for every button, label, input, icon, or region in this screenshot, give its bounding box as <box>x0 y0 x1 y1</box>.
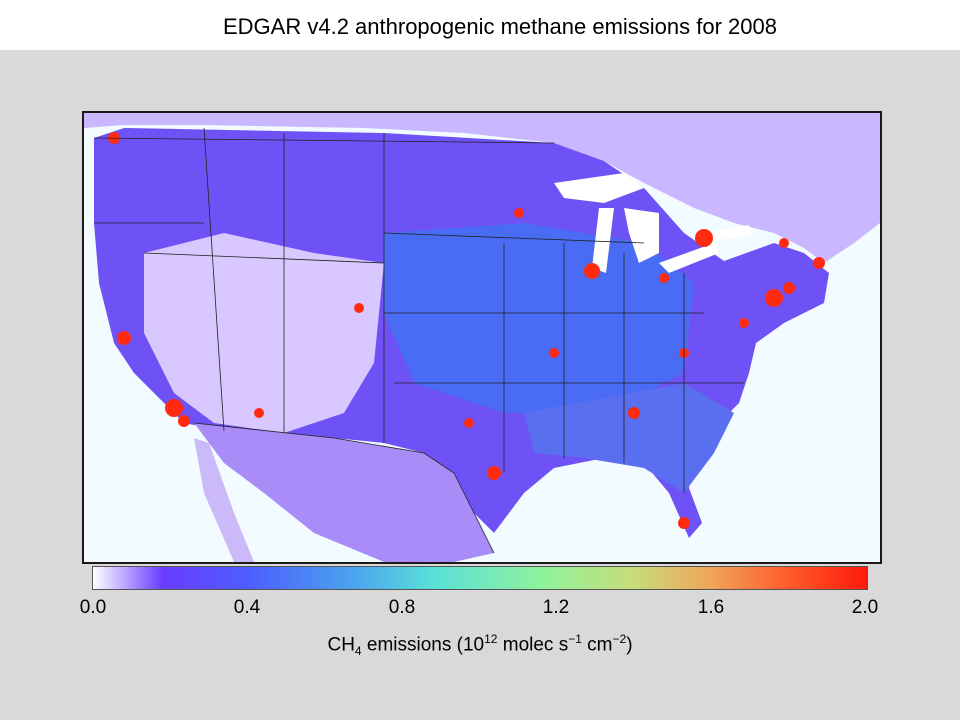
hotspot <box>549 348 559 358</box>
colorbar-label-sup2: −1 <box>568 632 582 646</box>
title-bar: EDGAR v4.2 anthropogenic methane emissio… <box>0 0 960 50</box>
colorbar-label-sub: 4 <box>354 644 362 659</box>
hotspot <box>659 273 669 283</box>
emission-hotspots <box>108 132 825 529</box>
colorbar-label-mid: emissions (10 <box>361 634 485 656</box>
colorbar-label-main: CH <box>327 634 355 656</box>
hotspot <box>695 229 713 247</box>
colorbar-label-sup3: −2 <box>612 632 627 646</box>
page-title: EDGAR v4.2 anthropogenic methane emissio… <box>223 14 777 39</box>
colorbar-label-mid3: cm <box>581 634 613 656</box>
colorbar-tick-label: 1.6 <box>697 597 725 618</box>
colorbar <box>92 566 868 590</box>
emissions-map-svg <box>84 113 880 562</box>
land-midwest <box>384 223 694 413</box>
colorbar-label-sup: 12 <box>484 632 498 646</box>
hotspot <box>464 418 474 428</box>
hotspot <box>779 238 789 248</box>
lake-erie <box>659 243 719 273</box>
lake-superior <box>554 173 644 203</box>
hotspot <box>254 408 264 418</box>
hotspot <box>765 289 783 307</box>
hotspot <box>487 466 501 480</box>
boundary-lines <box>93 127 744 554</box>
hotspot <box>783 282 795 294</box>
hotspot <box>117 331 131 345</box>
lake-huron <box>624 208 659 263</box>
land-west-low <box>144 233 384 433</box>
hotspot <box>178 415 190 427</box>
hotspot <box>165 399 183 417</box>
hotspot <box>739 318 749 328</box>
lake-ontario <box>704 225 752 241</box>
colorbar-tick-label: 0.4 <box>233 597 261 618</box>
hotspot <box>584 263 600 279</box>
land-mexico <box>194 423 494 562</box>
colorbar-tick-label: 2.0 <box>851 597 879 618</box>
land-baja <box>194 438 254 562</box>
land-canada <box>84 113 880 263</box>
colorbar-label-mid2: molec s <box>497 634 569 656</box>
colorbar-label-end: ) <box>626 634 633 656</box>
land-southeast <box>524 383 734 493</box>
colorbar-tick-label: 0.8 <box>388 597 416 618</box>
hotspot <box>678 517 690 529</box>
colorbar-tick-label: 0.0 <box>79 597 107 618</box>
hotspot <box>628 407 640 419</box>
hotspot <box>813 257 825 269</box>
emissions-map <box>82 111 882 564</box>
colorbar-tick-label: 1.2 <box>542 597 570 618</box>
colorbar-label: CH4 emissions (1012 molec s−1 cm−2) <box>327 632 632 658</box>
hotspot <box>354 303 364 313</box>
lake-michigan <box>592 208 614 273</box>
hotspot <box>514 208 524 218</box>
